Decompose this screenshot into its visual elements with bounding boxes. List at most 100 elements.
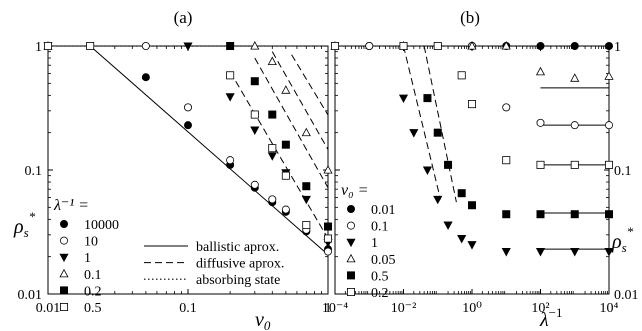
- data-point-open-square: [457, 71, 466, 80]
- data-point-filled-triangle-down: [409, 129, 419, 138]
- legend-marker-open-circle: [346, 221, 355, 230]
- data-point-filled-square: [281, 140, 290, 149]
- data-point-open-square: [44, 42, 53, 51]
- legend-marker-open-triangle-up: [346, 253, 356, 263]
- legend-label: 0.01: [371, 203, 396, 218]
- data-point-filled-circle: [536, 42, 545, 51]
- data-point-filled-square: [250, 77, 259, 86]
- panel-b-y-axis-label: ρs*: [611, 224, 634, 255]
- data-point-open-triangle-up: [250, 41, 260, 50]
- data-point-open-circle: [605, 121, 614, 130]
- data-point-open-triangle-up: [467, 41, 477, 50]
- line-legend-label: ballistic aprox.: [196, 240, 279, 255]
- line-legend-label: absorbing state: [196, 273, 280, 288]
- x-tick-label: 10⁰: [462, 301, 482, 316]
- data-point-open-square: [605, 160, 614, 169]
- legend-marker-filled-circle: [346, 204, 355, 213]
- data-point-open-circle: [141, 42, 150, 51]
- data-point-filled-square: [536, 210, 545, 219]
- legend-label: 0.05: [371, 253, 396, 268]
- data-point-filled-square: [323, 222, 332, 231]
- data-point-open-circle: [183, 103, 192, 112]
- data-point-filled-square: [423, 94, 432, 103]
- x-tick-label: 10⁻²: [391, 301, 417, 316]
- panel-a-legend: λ⁻¹ = 10000 101 0.10.2 0.5: [53, 197, 119, 316]
- data-point-open-triangle-up: [570, 73, 580, 82]
- y-tick-label: 0.1: [25, 164, 43, 179]
- data-point-open-triangle-up: [501, 41, 511, 50]
- data-point-open-circle: [226, 156, 235, 165]
- y-tick-label: 0.01: [614, 288, 639, 303]
- ballistic-line: [89, 46, 328, 256]
- data-point-open-square: [281, 171, 290, 180]
- data-point-open-triangle-up: [323, 165, 333, 174]
- x-tick-label: 0.1: [179, 301, 197, 316]
- data-point-filled-triangle-down: [535, 248, 546, 257]
- data-point-open-triangle-up: [604, 71, 614, 80]
- data-point-open-square: [433, 42, 442, 51]
- data-point-filled-triangle-down: [501, 248, 511, 257]
- diffusive-line: [291, 54, 328, 116]
- legend-label: 0.1: [84, 268, 102, 283]
- data-point-open-circle: [570, 121, 579, 130]
- data-point-filled-triangle-down: [443, 221, 453, 230]
- diffusive-line: [229, 71, 328, 239]
- data-point-open-circle: [365, 42, 374, 51]
- data-point-open-square: [502, 156, 511, 165]
- data-point-filled-square: [570, 210, 579, 219]
- diffusive-line: [403, 46, 441, 200]
- y-tick-label: 0.01: [18, 288, 43, 303]
- data-point-filled-triangle-down: [183, 42, 193, 51]
- legend-marker-open-square: [60, 302, 69, 311]
- data-point-open-triangle-up: [301, 127, 311, 137]
- data-point-open-square: [536, 160, 545, 169]
- data-point-filled-square: [467, 201, 476, 210]
- data-point-filled-triangle-down: [398, 94, 409, 104]
- diffusive-line: [254, 57, 328, 189]
- data-point-open-triangle-up: [535, 66, 546, 76]
- panel-b-title: (b): [460, 8, 480, 27]
- legend-label: 0.5: [84, 301, 102, 316]
- legend-label: 10: [84, 235, 98, 250]
- diffusive-line: [271, 51, 328, 151]
- data-point-filled-triangle-down: [267, 152, 277, 161]
- legend-marker-open-square: [346, 287, 355, 296]
- data-point-open-square: [570, 160, 579, 169]
- data-point-open-triangle-up: [281, 85, 291, 94]
- data-point-open-triangle-up: [267, 56, 277, 65]
- panel-b-x-axis-label: λ−1: [539, 305, 563, 331]
- x-tick-label: 10⁻⁴: [322, 301, 348, 316]
- legend-label: 1: [84, 251, 91, 266]
- data-point-filled-square: [268, 110, 277, 119]
- legend-marker-filled-square: [60, 286, 69, 295]
- panel-a: (a) 0.01 0.1 10.010.11 λ⁻¹ =100001010.10.2…: [13, 8, 333, 331]
- legend-marker-filled-square: [346, 271, 355, 280]
- data-point-filled-circle: [570, 42, 579, 51]
- y-tick-label: 1: [614, 40, 621, 55]
- data-point-open-square: [330, 42, 339, 51]
- data-point-filled-square: [433, 128, 442, 137]
- legend-marker-filled-triangle-down: [346, 238, 356, 248]
- diffusive-line: [423, 46, 457, 203]
- legend-label: 0.2: [371, 286, 389, 301]
- data-point-open-square: [226, 71, 235, 80]
- data-point-filled-triangle-down: [433, 195, 443, 205]
- data-point-filled-triangle-down: [225, 93, 235, 102]
- data-point-open-circle: [323, 247, 332, 256]
- legend-label: 0.2: [84, 284, 102, 299]
- panel-a-line-legend: ballistic aprox. diffusive aprox.absorbin…: [144, 240, 284, 288]
- data-point-filled-square: [302, 182, 311, 191]
- y-tick-label: 1: [35, 40, 42, 55]
- data-point-open-square: [467, 100, 476, 109]
- data-point-filled-square: [226, 42, 235, 51]
- data-point-filled-triangle-down: [467, 241, 477, 250]
- panel-a-x-axis-label: v0: [255, 309, 271, 331]
- data-point-filled-square: [502, 210, 511, 219]
- data-point-filled-triangle-down: [422, 166, 433, 175]
- data-point-filled-square: [444, 160, 453, 169]
- panel-a-title: (a): [174, 8, 193, 27]
- data-point-open-circle: [268, 195, 277, 204]
- legend-label: 0.5: [371, 269, 389, 284]
- data-point-open-circle: [250, 180, 259, 189]
